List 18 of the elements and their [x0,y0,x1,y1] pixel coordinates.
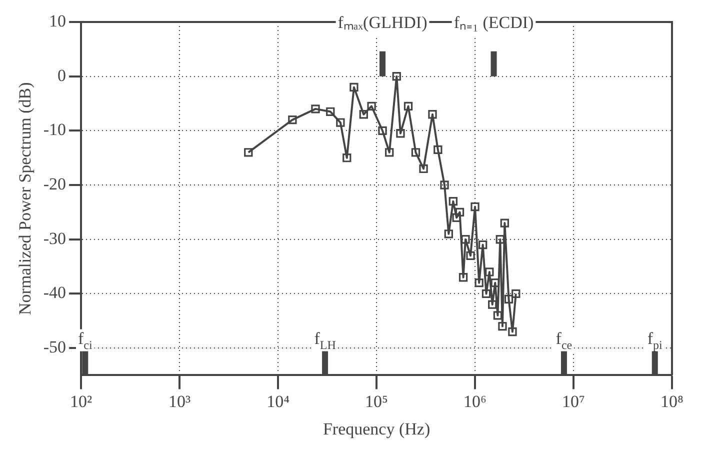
x-axis-title: Frequency (Hz) [322,419,430,438]
ref-line-label: fₘₐₓ(GLHDI) [338,13,428,32]
x-tick-label: 10² [70,392,92,411]
x-tick-label: 10⁸ [660,392,684,411]
y-tick-label: 10 [49,11,66,30]
x-tick-label: 10⁷ [562,392,586,411]
y-tick-label: -10 [43,120,66,140]
y-tick-label: -30 [43,228,66,248]
x-tick-label: 10⁶ [464,392,487,411]
x-tick-label: 10³ [168,392,191,411]
y-tick-label: 0 [58,66,66,85]
y-tick-label: -50 [43,338,66,356]
ref-line-label: fₙ₌₁ (ECDI) [454,13,534,32]
y-axis-title: Normalized Power Spectrum (dB) [16,82,35,315]
y-tick-label: -20 [43,174,66,194]
x-tick-label: 10⁴ [266,392,290,411]
x-tick-label: 10⁵ [365,392,388,411]
y-tick-label: -40 [43,283,66,302]
